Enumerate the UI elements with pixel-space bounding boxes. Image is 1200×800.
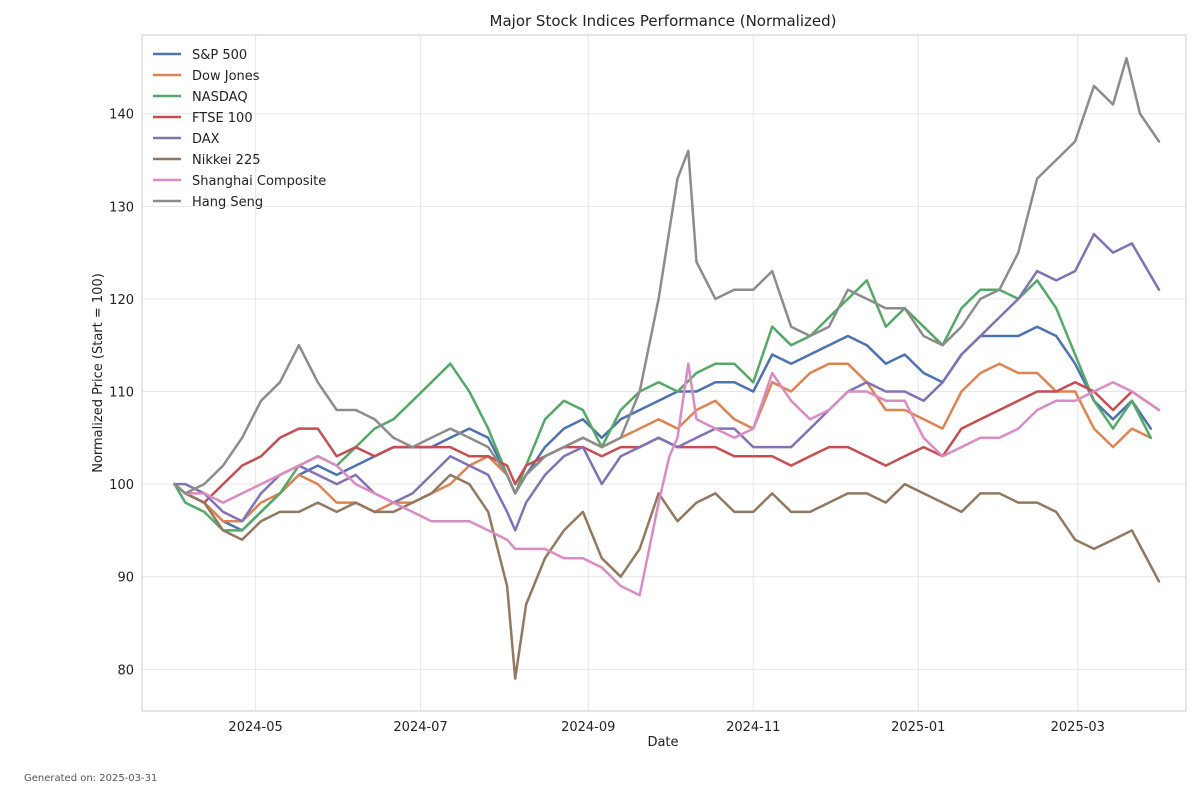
legend-label-nikkei-225: Nikkei 225 xyxy=(192,153,261,168)
y-tick-label: 120 xyxy=(109,293,134,308)
y-tick-label: 140 xyxy=(109,108,134,123)
y-tick-label: 90 xyxy=(117,571,134,586)
series-line-s-p-500 xyxy=(173,325,1153,532)
y-tick-label: 80 xyxy=(117,663,134,678)
chart-title: Major Stock Indices Performance (Normali… xyxy=(490,12,837,30)
legend-label-hang-seng: Hang Seng xyxy=(192,195,263,210)
legend-label-ftse-100: FTSE 100 xyxy=(192,111,253,126)
x-tick-label: 2025-01 xyxy=(891,720,945,735)
series-line-hang-seng xyxy=(173,56,1161,495)
series-line-dow-jones xyxy=(173,362,1153,523)
x-tick-label: 2024-07 xyxy=(393,720,447,735)
legend-label-shanghai-composite: Shanghai Composite xyxy=(192,174,326,189)
x-tick-label: 2025-03 xyxy=(1051,720,1105,735)
plot-frame xyxy=(141,34,1187,712)
y-tick-label: 130 xyxy=(109,200,134,215)
legend-label-s-p-500: S&P 500 xyxy=(192,48,247,63)
legend-label-dax: DAX xyxy=(192,132,220,147)
generated-note: Generated on: 2025-03-31 xyxy=(24,773,158,784)
x-tick-label: 2024-09 xyxy=(561,720,615,735)
x-axis-label: Date xyxy=(647,735,678,750)
y-axis-label: Normalized Price (Start = 100) xyxy=(91,273,106,473)
legend-label-dow-jones: Dow Jones xyxy=(192,69,260,84)
y-tick-label: 100 xyxy=(109,478,134,493)
legend: S&P 500 Dow Jones NASDAQ FTSE 100 DAX Nikkei … xyxy=(153,48,326,210)
x-tick-label: 2024-05 xyxy=(228,720,282,735)
tick-labels: 80 90 100 110 120 130 140 2024-05 2024-07 2024-09… xyxy=(109,108,1105,735)
series-lines xyxy=(173,56,1161,680)
series-line-nikkei-225 xyxy=(173,473,1161,680)
plot-area xyxy=(142,35,1186,711)
series-line-dax xyxy=(173,232,1161,532)
legend-label-nasdaq: NASDAQ xyxy=(192,90,248,105)
x-tick-label: 2024-11 xyxy=(726,720,780,735)
series-line-shanghai-composite xyxy=(173,362,1161,597)
y-tick-label: 110 xyxy=(109,386,134,401)
